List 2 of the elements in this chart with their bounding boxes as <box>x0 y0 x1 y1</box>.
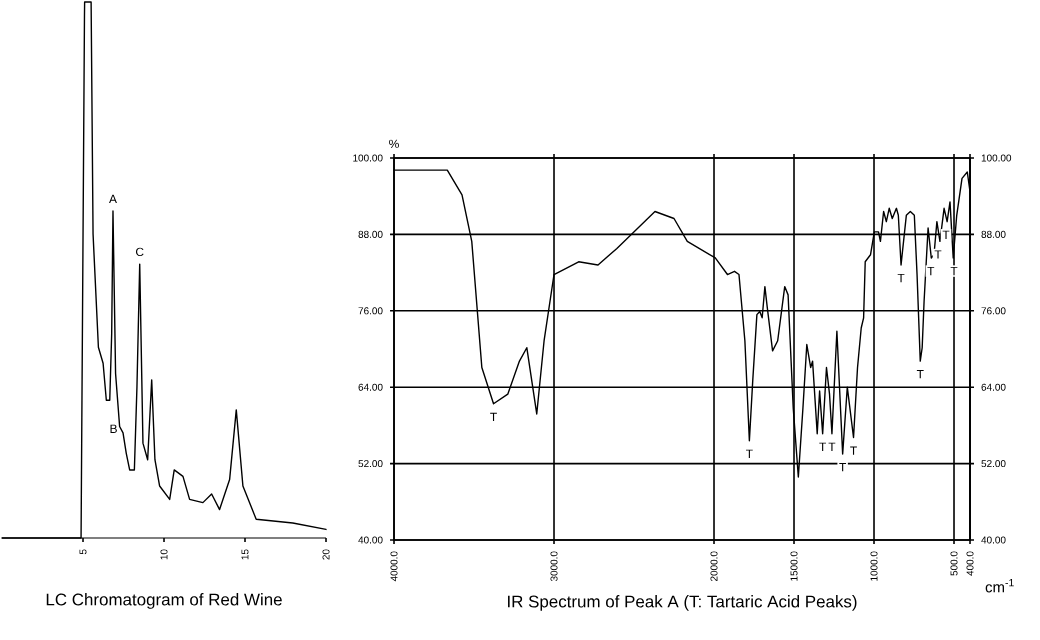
text: LC Chromatogram of Red Wine <box>46 593 282 609</box>
text: IR Spectrum of Peak A (T: Tartaric Acid Peaks) <box>508 595 857 611</box>
